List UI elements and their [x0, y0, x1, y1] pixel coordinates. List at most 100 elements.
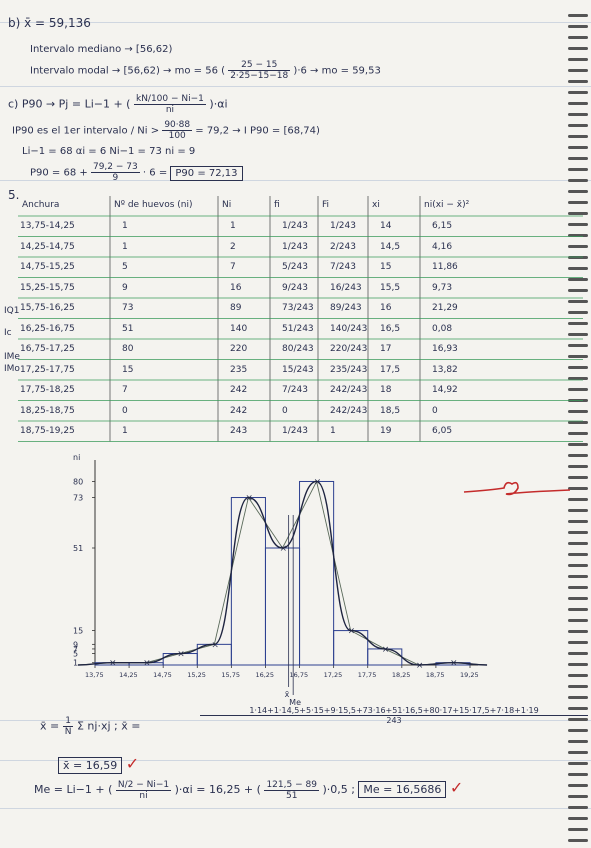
- table-cell: 7/243: [330, 262, 356, 272]
- spiral-ring: [568, 707, 588, 710]
- side-mark: IMe: [4, 352, 20, 362]
- spiral-ring: [568, 168, 588, 171]
- table-header-cell: xi: [372, 200, 380, 210]
- spiral-ring: [568, 289, 588, 292]
- mean-result-box: x̄ = 16,59: [58, 757, 123, 774]
- polygon-point-marker: ×: [280, 544, 288, 554]
- polygon-point-marker: ×: [450, 659, 458, 669]
- polygon-point-marker: ×: [177, 650, 185, 660]
- table-cell: 4,16: [432, 241, 453, 252]
- spiral-ring: [568, 256, 588, 259]
- denominator: 2·25−15−18: [230, 71, 289, 81]
- polygon-point-marker: ×: [143, 659, 151, 669]
- denominator: 100: [168, 131, 186, 141]
- ruled-line: [0, 808, 591, 809]
- table-cell: 16,75-17,25: [20, 344, 75, 354]
- table-cell: 16: [380, 303, 392, 313]
- numerator: 90·88: [162, 120, 193, 131]
- table-cell: 242: [230, 405, 248, 416]
- table-cell: 1/243: [330, 221, 356, 231]
- y-tick-label: 5: [73, 650, 78, 659]
- spiral-ring: [568, 421, 588, 424]
- table-header-cell: fi: [274, 200, 280, 210]
- table-cell: 7/243: [282, 385, 308, 395]
- table-cell: 14,5: [380, 241, 401, 252]
- table-cell: 15: [380, 262, 392, 272]
- table-cell: 18,75-19,25: [20, 426, 75, 436]
- histogram-bar: [264, 547, 301, 666]
- spiral-ring: [568, 102, 588, 105]
- table-cell: 1: [122, 241, 128, 252]
- text: c) P90 → Pj = Li−1 + (: [8, 97, 131, 111]
- x-tick-label: 14,25: [119, 671, 138, 679]
- table-cell: 16/243: [330, 282, 362, 293]
- polygon-point-marker: ×: [109, 659, 117, 669]
- spiral-ring: [568, 267, 588, 270]
- numerator: 121,5 − 89: [264, 779, 319, 791]
- text: Intervalo modal → [56,62) → mo = 56 (: [30, 65, 226, 77]
- spiral-ring: [568, 487, 588, 490]
- table-cell: 80/243: [282, 344, 314, 354]
- table-cell: 13,75-14,25: [20, 221, 75, 231]
- table-cell: 1: [330, 426, 336, 436]
- table-cell: 17: [380, 344, 392, 354]
- y-axis-label: ni: [73, 453, 80, 462]
- table-cell: 51: [122, 323, 134, 334]
- spiral-ring: [568, 36, 588, 39]
- histogram-bar: [299, 480, 335, 666]
- table-cell: 0: [282, 405, 288, 416]
- spiral-ring: [568, 179, 588, 182]
- table-cell: 15,5: [380, 282, 401, 293]
- spiral-ring: [568, 190, 588, 193]
- y-tick-label: 7: [73, 645, 78, 654]
- table-cell: 7: [122, 385, 128, 395]
- check-icon: ✓: [449, 778, 464, 797]
- spiral-ring: [568, 91, 588, 94]
- text: x̄ =: [40, 719, 60, 733]
- table-cell: 9/243: [282, 282, 308, 293]
- spiral-ring: [568, 553, 588, 556]
- text: )·0,5 ;: [322, 783, 355, 796]
- spiral-binding: [565, 0, 591, 848]
- histogram-bar: [230, 497, 266, 666]
- table-cell: 1/243: [282, 241, 308, 252]
- section-c-params: Li−1 = 68 αi = 6 Ni−1 = 73 ni = 9: [22, 146, 196, 157]
- spiral-ring: [568, 113, 588, 116]
- spiral-ring: [568, 212, 588, 215]
- median-result-box: Me = 16,5686: [358, 781, 447, 798]
- table-cell: 51/243: [282, 323, 314, 334]
- spiral-ring: [568, 58, 588, 61]
- spiral-ring: [568, 652, 588, 655]
- spiral-ring: [568, 410, 588, 413]
- ruled-line: [0, 180, 591, 181]
- y-tick-label: 73: [73, 494, 83, 503]
- spiral-ring: [568, 784, 588, 787]
- spiral-ring: [568, 223, 588, 226]
- table-cell: 0,08: [432, 323, 453, 334]
- table-cell: 220: [230, 344, 248, 354]
- spiral-ring: [568, 685, 588, 688]
- polygon-point-marker: ×: [314, 477, 322, 487]
- section-b-modal-interval: Intervalo modal → [56,62) → mo = 56 ( 25…: [30, 60, 381, 81]
- histogram-chart: ni 1 5 7 9 15 51 73 80 13,75 14,25 14,75 15,25 15,75 1…: [60, 452, 500, 707]
- mean-sum-fraction: 1·14+1·14,5+5·15+9·15,5+73·16+51·16,5+80…: [200, 706, 588, 725]
- numerator: 1: [62, 716, 74, 727]
- frequency-table: Anchura Nº de huevos (ni) Ni fi Fi xi ni(xi − …: [18, 196, 583, 451]
- table-cell: 17,25-17,75: [20, 364, 75, 375]
- spiral-ring: [568, 498, 588, 501]
- mean-result: x̄ = 16,59 ✓: [58, 754, 139, 774]
- spiral-ring: [568, 762, 588, 765]
- text: )·αi: [209, 97, 228, 111]
- table-cell: 15,75-16,25: [20, 303, 75, 313]
- spiral-ring: [568, 47, 588, 50]
- spiral-ring: [568, 278, 588, 281]
- fraction: kN/100 − Ni−1 ni: [133, 94, 206, 115]
- table-cell: 80: [122, 344, 134, 354]
- spiral-ring: [568, 619, 588, 622]
- frequency-polygon: [77, 480, 488, 666]
- heart-doodle: [463, 481, 571, 496]
- y-tick-label: 15: [73, 627, 83, 636]
- spiral-ring: [568, 531, 588, 534]
- spiral-ring: [568, 69, 588, 72]
